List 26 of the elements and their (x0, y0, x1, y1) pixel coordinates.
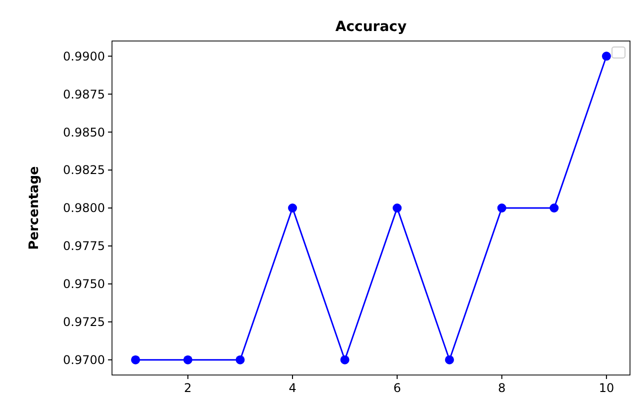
y-tick-label: 0.9750 (63, 277, 105, 292)
point (497, 204, 506, 212)
point (444, 355, 454, 364)
x-tick-label: 4 (288, 381, 296, 395)
x-tick-label: 6 (393, 381, 401, 395)
point (340, 355, 350, 364)
y-tick-label: 0.9850 (63, 125, 105, 140)
point (602, 52, 611, 61)
y-tick-label: 0.9700 (63, 353, 105, 368)
x-tick-label: 10 (598, 381, 614, 395)
y-axis-title: Percentage (27, 166, 42, 250)
x-tick-label: 8 (498, 381, 506, 395)
chart-title: Accuracy (335, 19, 407, 35)
point (550, 204, 559, 212)
y-tick-label: 0.9900 (63, 49, 105, 64)
point (236, 355, 245, 364)
y-tick-label: 0.9800 (63, 201, 105, 216)
point (392, 204, 402, 212)
y-tick-label: 0.9875 (63, 87, 105, 102)
y-tick-label: 0.9775 (63, 239, 105, 254)
x-tick-label: 2 (184, 381, 192, 395)
y-tick-label: 0.9725 (63, 315, 105, 330)
y-tick-label: 0.9825 (63, 163, 105, 178)
point (131, 355, 140, 364)
point (288, 204, 298, 212)
point (183, 355, 192, 364)
